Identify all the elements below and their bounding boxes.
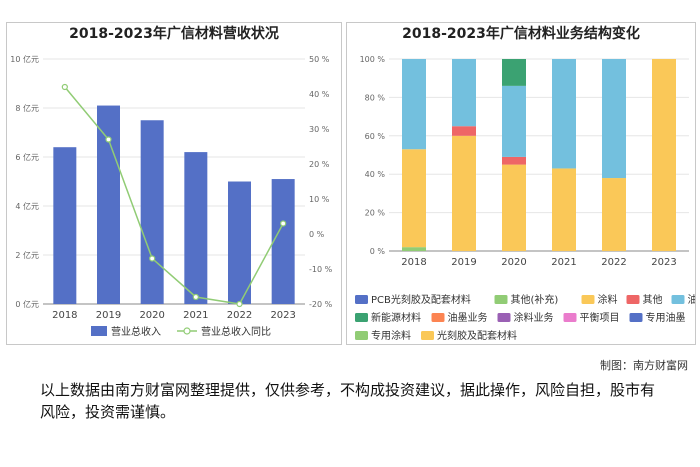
x-tick-label: 2018	[52, 310, 77, 321]
segment-油墨	[402, 59, 426, 150]
legend-swatch	[494, 295, 508, 304]
disclaimer-text: 以上数据由南方财富网整理提供，仅供参考，不构成投资建议，据此操作，风险自担，股市…	[40, 381, 656, 421]
legend-swatch-revenue	[91, 326, 107, 336]
chart-credit: 制图：南方财富网	[600, 359, 688, 372]
y-left-tick-label: 10 亿元	[10, 54, 39, 64]
segment-其他	[452, 126, 476, 136]
y-right-tick-label: 30 %	[309, 125, 330, 134]
y-tick-label: 60 %	[365, 132, 386, 141]
legend-label: 涂料	[598, 293, 618, 306]
revenue-chart-panel: 2018-2023年广信材料营收状况 0 亿元 2 亿元 4 亿元 6 亿元 8 亿元 1…	[6, 22, 342, 345]
x-tick-label: 2023	[651, 257, 676, 268]
legend-label: 涂料业务	[514, 311, 554, 324]
y-right-tick-label: -20 %	[309, 300, 333, 309]
revenue-bar	[271, 179, 295, 304]
x-tick-label: 2019	[96, 310, 121, 321]
segment-油墨	[602, 59, 626, 179]
legend-swatch	[629, 313, 643, 322]
segment-涂料	[502, 164, 526, 251]
legend-swatch	[355, 295, 368, 304]
revenue-bar	[140, 120, 164, 304]
y-left-tick-label: 0 亿元	[15, 299, 39, 309]
segment-光刻胶及配套材料	[652, 59, 676, 251]
legend-label: 油墨业务	[448, 311, 488, 324]
y-left-tick-label: 6 亿元	[15, 152, 39, 162]
legend-swatch	[563, 313, 577, 322]
legend-swatch	[421, 331, 434, 340]
structure-chart: 0 % 20 % 40 % 60 % 80 % 100 % 2018 2019 2020 2021…	[355, 55, 696, 342]
y-tick-label: 20 %	[365, 209, 386, 218]
revenue-chart: 0 亿元 2 亿元 4 亿元 6 亿元 8 亿元 10 亿元 -20 % -10 % 0 % 10…	[10, 54, 333, 338]
segment-油墨	[502, 85, 526, 157]
x-tick-label: 2022	[601, 257, 626, 268]
legend-label: 平衡项目	[580, 312, 620, 324]
segment-其他	[502, 156, 526, 165]
legend-label: 其他(补充)	[511, 293, 559, 306]
segment-涂料	[402, 149, 426, 248]
legend-swatch	[626, 295, 640, 304]
segment-油墨	[552, 59, 576, 169]
revenue-bar	[228, 181, 251, 304]
legend-label-revenue: 营业总收入	[111, 325, 161, 338]
legend-label: PCB光刻胶及配套材料	[371, 293, 471, 306]
x-tick-label: 2020	[501, 257, 526, 268]
y-tick-label: 40 %	[365, 170, 386, 179]
legend-swatch	[671, 295, 685, 304]
segment-涂料	[552, 168, 576, 251]
y-left-tick-label: 8 亿元	[15, 103, 39, 113]
legend-label: 专用油墨	[646, 311, 686, 324]
segment-涂料	[452, 135, 476, 251]
structure-chart-panel: 2018-2023年广信材料业务结构变化 0 % 20 % 40 % 60 % 80 %…	[346, 22, 696, 345]
segment-油墨	[452, 59, 476, 127]
yoy-point	[236, 300, 243, 308]
y-right-tick-label: 40 %	[309, 90, 330, 99]
legend-label: 专用涂料	[371, 329, 411, 342]
structure-chart-title: 2018-2023年广信材料业务结构变化	[402, 26, 640, 42]
legend-swatch	[431, 313, 445, 322]
legend-label: 其他	[643, 293, 663, 306]
x-tick-label: 2023	[270, 310, 295, 321]
revenue-chart-title: 2018-2023年广信材料营收状况	[69, 26, 279, 42]
y-right-tick-label: 20 %	[309, 160, 330, 169]
yoy-point	[61, 83, 68, 91]
y-tick-label: 80 %	[365, 93, 386, 102]
y-tick-label: 0 %	[370, 247, 386, 256]
segment-其他(补充)	[402, 247, 426, 251]
legend-label: 油墨	[688, 293, 696, 306]
y-tick-label: 100 %	[360, 55, 386, 64]
x-tick-label: 2022	[227, 310, 252, 321]
yoy-point	[149, 255, 156, 262]
yoy-line	[64, 86, 284, 305]
x-tick-label: 2019	[451, 257, 476, 268]
yoy-point	[105, 136, 112, 143]
x-tick-label: 2021	[551, 257, 576, 268]
legend-label: 新能源材料	[371, 311, 421, 324]
segment-新能源材料	[502, 59, 526, 86]
y-right-tick-label: -10 %	[309, 265, 333, 274]
legend-swatch	[497, 313, 511, 322]
y-left-tick-label: 4 亿元	[15, 201, 39, 211]
y-right-tick-label: 50 %	[309, 55, 330, 64]
legend-swatch	[355, 331, 368, 340]
revenue-bar	[184, 152, 208, 304]
revenue-bar	[97, 105, 120, 304]
segment-涂料	[602, 178, 626, 251]
legend-marker-yoy	[183, 327, 191, 335]
x-tick-label: 2021	[183, 310, 208, 321]
x-tick-label: 2018	[401, 257, 426, 268]
y-right-tick-label: 0 %	[309, 230, 325, 239]
legend-label: 光刻胶及配套材料	[437, 329, 517, 342]
y-left-tick-label: 2 亿元	[15, 250, 39, 260]
legend-swatch	[581, 295, 595, 304]
yoy-point	[280, 220, 287, 227]
legend-label-yoy: 营业总收入同比	[201, 325, 271, 338]
yoy-point	[192, 293, 199, 301]
revenue-bar	[53, 147, 77, 304]
y-right-tick-label: 10 %	[309, 195, 330, 204]
legend-swatch	[355, 313, 368, 322]
x-tick-label: 2020	[139, 310, 164, 321]
